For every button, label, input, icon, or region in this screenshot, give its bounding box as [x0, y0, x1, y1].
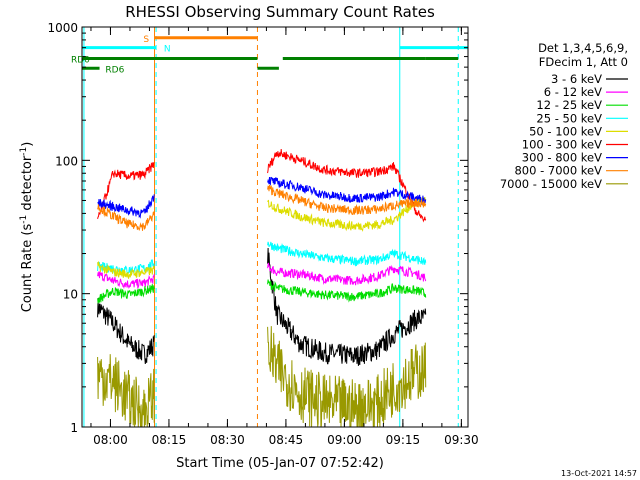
- x-axis: 08:00 08:15 08:30 08:45 09:00 09:15 09:30: [90, 27, 479, 447]
- x-tick-label-4: 09:00: [327, 433, 362, 447]
- timestamp: 13-Oct-2021 14:57: [561, 469, 637, 478]
- legend-label-4: 50 - 100 keV: [529, 124, 602, 138]
- legend-label-0: 3 - 6 keV: [551, 72, 602, 86]
- series-1-segment-1: [97, 271, 155, 290]
- y-label-main: Count Rate (s: [20, 224, 35, 313]
- legend-label-6: 300 - 800 keV: [522, 151, 602, 165]
- legend-label-5: 100 - 300 keV: [522, 138, 602, 152]
- series-3-segment-2: [267, 241, 427, 267]
- series-7: [97, 184, 427, 232]
- series-6: [97, 176, 427, 219]
- series-5: [97, 149, 427, 223]
- x-tick-label-2: 08:30: [210, 433, 245, 447]
- x-tick-label-5: 09:15: [386, 433, 421, 447]
- legend-header-2: FDecim 1, Att 0: [539, 55, 628, 69]
- series-2-segment-1: [97, 284, 155, 304]
- x-tick-label-3: 08:45: [269, 433, 304, 447]
- y-axis-label: Count Rate (s-1 detector-1): [19, 142, 35, 313]
- series-2-segment-2: [267, 279, 427, 303]
- series-1-segment-2: [267, 262, 427, 286]
- x-tick-label-6: 09:30: [444, 433, 479, 447]
- legend: Det 1,3,4,5,6,9, FDecim 1, Att 0 3 - 6 k…: [500, 41, 628, 191]
- series-0-segment-2: [267, 247, 427, 366]
- y-tick-label-2: 100: [55, 154, 78, 168]
- y-label-sup1: -1: [19, 215, 29, 224]
- y-tick-label-3: 1000: [47, 21, 78, 35]
- x-tick-label-1: 08:15: [152, 433, 187, 447]
- legend-label-7: 800 - 7000 keV: [514, 164, 602, 178]
- series-8-segment-1: [97, 354, 155, 428]
- y-label-sup2: -1: [19, 147, 29, 156]
- plot-content: [82, 27, 468, 428]
- series-6-segment-1: [97, 194, 155, 219]
- y-tick-label-1: 10: [63, 288, 78, 302]
- series-1: [97, 262, 427, 290]
- flag-label-n: N: [164, 45, 171, 55]
- series-5-segment-1: [97, 162, 155, 220]
- y-label-end: ): [20, 142, 35, 147]
- series-7-segment-1: [97, 204, 155, 232]
- series-6-segment-2: [267, 176, 427, 206]
- series-4-segment-1: [97, 260, 155, 279]
- legend-label-2: 12 - 25 keV: [536, 98, 602, 112]
- flag-label-rd0: RD0: [71, 56, 90, 66]
- x-axis-label: Start Time (05-Jan-07 07:52:42): [176, 456, 384, 471]
- flag-label-s: S: [143, 35, 149, 45]
- series-7-segment-2: [267, 184, 427, 215]
- flag-label-rd6: RD6: [105, 65, 124, 75]
- chart-title: RHESSI Observing Summary Count Rates: [125, 3, 435, 21]
- series-2: [97, 279, 427, 304]
- legend-label-1: 6 - 12 keV: [544, 85, 602, 99]
- y-tick-label-0: 1: [70, 421, 78, 435]
- series-0-segment-1: [97, 298, 155, 364]
- legend-label-3: 25 - 50 keV: [536, 111, 602, 125]
- series-4: [97, 196, 427, 279]
- series-8: [97, 326, 427, 428]
- series-0: [97, 247, 427, 366]
- legend-header-1: Det 1,3,4,5,6,9,: [538, 41, 628, 55]
- series-4-segment-2: [267, 196, 427, 232]
- plot-frame: [81, 26, 469, 428]
- y-label-mid: detector: [20, 155, 35, 215]
- y-axis: 1 10 100 1000: [47, 21, 468, 435]
- series-8-segment-2: [267, 326, 427, 428]
- x-tick-label-0: 08:00: [93, 433, 128, 447]
- series-5-segment-2: [267, 149, 427, 223]
- legend-label-8: 7000 - 15000 keV: [500, 177, 602, 191]
